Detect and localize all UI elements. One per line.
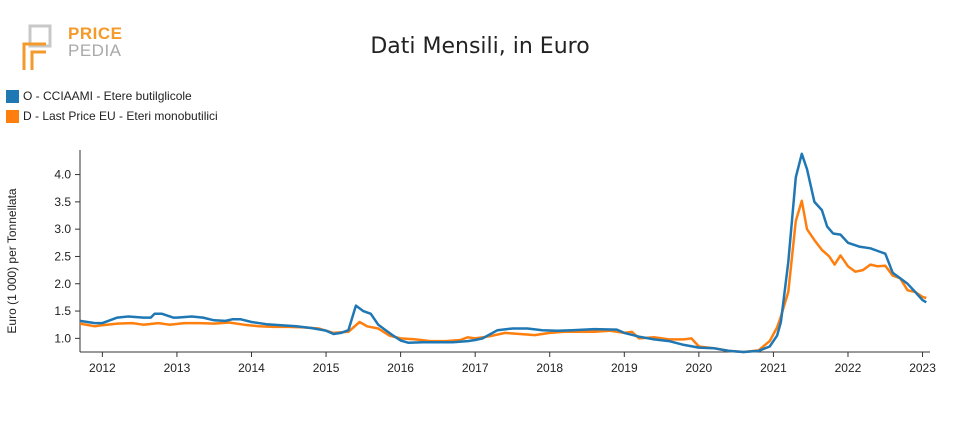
y-tick-label: 3.5 (54, 195, 71, 209)
chart-legend: O - CCIAAMI - Etere butilglicole D - Las… (6, 86, 218, 126)
legend-label: O - CCIAAMI - Etere butilglicole (23, 89, 192, 103)
x-tick-label: 2012 (89, 361, 116, 375)
legend-swatch-orange (6, 109, 19, 123)
x-tick-label: 2018 (536, 361, 563, 375)
y-axis-label: Euro (1 000) per Tonnellata (5, 188, 19, 334)
pricepedia-logo: PRICE PEDIA (18, 24, 128, 74)
x-tick-label: 2014 (238, 361, 265, 375)
x-tick-label: 2021 (760, 361, 787, 375)
y-tick-label: 1.0 (54, 331, 71, 345)
pricepedia-logo-mark (22, 24, 52, 70)
x-tick-label: 2017 (462, 361, 489, 375)
series-line-cciaami (79, 152, 927, 354)
y-tick-label: 1.5 (54, 304, 71, 318)
x-tick-label: 2023 (909, 361, 936, 375)
legend-item-cciaami[interactable]: O - CCIAAMI - Etere butilglicole (6, 86, 218, 106)
logo-text-price: PRICE (68, 24, 123, 43)
x-tick-label: 2016 (387, 361, 414, 375)
x-tick-label: 2022 (835, 361, 862, 375)
legend-swatch-blue (6, 89, 19, 103)
x-tick-label: 2020 (686, 361, 713, 375)
series-line-last-price-eu (79, 199, 927, 354)
legend-label: D - Last Price EU - Eteri monobutilici (23, 109, 218, 123)
logo-text-pedia: PEDIA (68, 41, 122, 60)
y-tick-label: 4.0 (54, 168, 71, 182)
chart-title: Dati Mensili, in Euro (370, 34, 590, 59)
y-tick-label: 3.0 (54, 222, 71, 236)
y-tick-label: 2.0 (54, 277, 71, 291)
legend-item-last-price-eu[interactable]: D - Last Price EU - Eteri monobutilici (6, 106, 218, 126)
x-tick-label: 2015 (313, 361, 340, 375)
y-tick-label: 2.5 (54, 249, 71, 263)
x-tick-label: 2019 (611, 361, 638, 375)
x-tick-label: 2013 (164, 361, 191, 375)
